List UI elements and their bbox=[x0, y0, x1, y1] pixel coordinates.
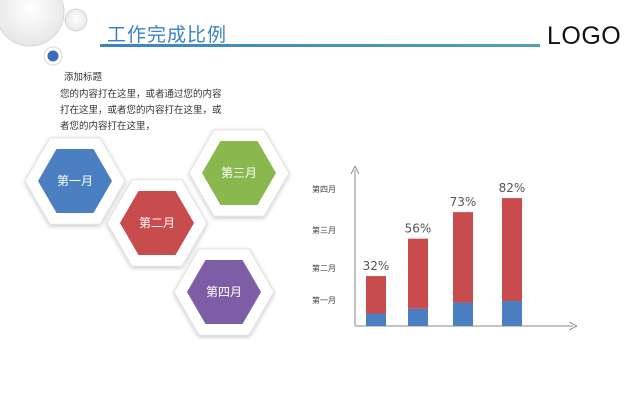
bar-segment-bottom bbox=[453, 302, 473, 326]
hexagon-month-1: 第一月 bbox=[24, 137, 126, 225]
bar-segment-top bbox=[453, 212, 473, 303]
hexagon-label: 第四月 bbox=[206, 285, 242, 299]
hexagon-label: 第三月 bbox=[221, 166, 257, 180]
hexagon-fill bbox=[120, 191, 194, 255]
hexagon-fill bbox=[202, 141, 276, 205]
body-text: 您的内容打在这里，或者通过您的内容打在这里，或者您的内容打在这里，或者您的内容打… bbox=[60, 89, 222, 132]
y-tick-label: 第二月 bbox=[312, 263, 336, 273]
dot-inner-decoration bbox=[47, 50, 59, 62]
y-tick-label: 第四月 bbox=[312, 184, 336, 194]
y-tick-label: 第三月 bbox=[312, 225, 336, 235]
bar-group: 56% bbox=[405, 222, 432, 326]
hexagon-label: 第二月 bbox=[139, 216, 175, 230]
page-title: 工作完成比例 bbox=[107, 24, 228, 46]
bar-segment-top bbox=[366, 276, 386, 314]
hexagon-fill bbox=[187, 260, 261, 324]
bar-segment-bottom bbox=[366, 313, 386, 326]
small-circle-decoration bbox=[64, 8, 88, 32]
y-tick-layer: 第一月 第二月 第三月 第四月 bbox=[312, 184, 336, 305]
bar-layer: 32% 56% 73% 82% bbox=[363, 181, 526, 326]
bar-segment-top bbox=[408, 238, 428, 309]
bar-value-label: 82% bbox=[499, 181, 526, 195]
bar-value-label: 73% bbox=[450, 195, 477, 209]
large-circle-decoration bbox=[0, 0, 65, 47]
bar-value-label: 56% bbox=[405, 222, 432, 236]
y-tick-label: 第一月 bbox=[312, 295, 336, 305]
bar-segment-bottom bbox=[502, 301, 522, 326]
decorative-circles bbox=[0, 0, 88, 66]
bar-group: 32% bbox=[363, 259, 390, 326]
hexagon-month-3: 第三月 bbox=[188, 129, 290, 217]
hexagon-fill bbox=[38, 149, 112, 213]
hexagon-month-4: 第四月 bbox=[173, 248, 275, 336]
bar-value-label: 32% bbox=[363, 259, 390, 273]
bar-segment-bottom bbox=[408, 308, 428, 326]
bar-group: 82% bbox=[499, 181, 526, 326]
bar-chart: 第一月 第二月 第三月 第四月 32% 56% 73% 82% bbox=[312, 160, 590, 340]
section-subtitle: 添加标题 bbox=[64, 72, 103, 83]
hexagon-month-2: 第二月 bbox=[106, 179, 208, 267]
bar-group: 73% bbox=[450, 195, 477, 326]
title-underline bbox=[100, 44, 540, 47]
bar-segment-top bbox=[502, 198, 522, 302]
logo: LOGO bbox=[547, 22, 622, 50]
hexagon-label: 第一月 bbox=[57, 174, 93, 188]
